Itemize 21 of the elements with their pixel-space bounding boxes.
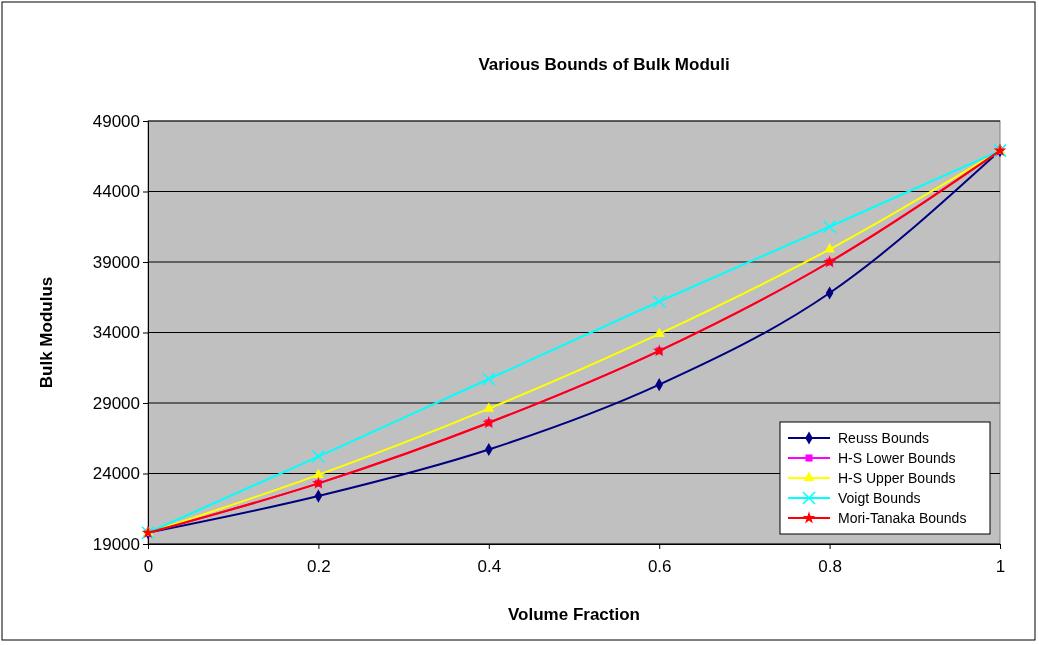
y-tick-label: 39000 bbox=[92, 252, 140, 272]
legend-label: H-S Lower Bounds bbox=[838, 450, 956, 466]
x-axis-title: Volume Fraction bbox=[508, 605, 640, 624]
x-tick-label: 0.2 bbox=[307, 557, 331, 577]
x-tick-label: 0 bbox=[143, 557, 154, 577]
y-tick-label: 19000 bbox=[92, 534, 140, 554]
legend-label: Voigt Bounds bbox=[838, 490, 921, 506]
x-tick-label: 0.6 bbox=[647, 557, 672, 577]
x-tick-label: 0.4 bbox=[477, 557, 502, 577]
y-tick-label: 49000 bbox=[92, 111, 140, 131]
x-tick-label: 1 bbox=[995, 557, 1006, 577]
y-tick-label: 44000 bbox=[92, 182, 140, 202]
legend-label: Mori-Tanaka Bounds bbox=[838, 510, 967, 526]
x-tick-label: 0.8 bbox=[818, 557, 842, 577]
y-axis-title: Bulk Modulus bbox=[37, 276, 56, 389]
legend-label: Reuss Bounds bbox=[838, 430, 930, 446]
y-tick-label: 24000 bbox=[92, 464, 140, 484]
legend-label: H-S Upper Bounds bbox=[838, 470, 956, 486]
y-tick-label: 34000 bbox=[92, 323, 140, 343]
y-tick-label: 29000 bbox=[92, 393, 140, 413]
chart-title: Various Bounds of Bulk Moduli bbox=[478, 55, 730, 74]
